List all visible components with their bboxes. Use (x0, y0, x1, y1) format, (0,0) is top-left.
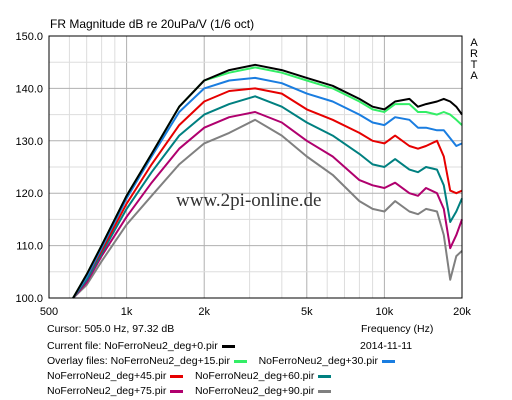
current-file-label: Current file: (47, 340, 102, 352)
date: 2014-11-11 (360, 340, 413, 352)
legend-swatch-75 (170, 389, 184, 393)
x-tick-label: 1k (121, 306, 133, 318)
overlay-label: Overlay files: (47, 355, 108, 367)
overlay-row-2: NoFerroNeu2_deg+45.pir NoFerroNeu2_deg+6… (47, 370, 332, 382)
legend-swatch-0 (221, 344, 235, 348)
series-line-3 (72, 87, 463, 299)
legend-entry-30: NoFerroNeu2_deg+30.pir (258, 355, 378, 367)
y-tick-label: 140.0 (15, 83, 43, 95)
x-tick-label: 20k (453, 306, 471, 318)
legend-swatch-90 (318, 389, 332, 393)
legend-swatch-30 (381, 359, 395, 363)
legend-swatch-45 (170, 374, 184, 378)
series-line-0 (72, 63, 463, 299)
watermark: www.2pi-online.de (176, 190, 322, 211)
legend-entry-90: NoFerroNeu2_deg+90.pir (194, 385, 315, 397)
cursor-readout: Cursor: 505.0 Hz, 97.32 dB (47, 323, 174, 335)
plot-border (48, 35, 463, 299)
chart-title: FR Magnitude dB re 20uPa/V (1/6 oct) (50, 17, 255, 31)
y-tick-label: 110.0 (16, 241, 43, 253)
y-tick-labels: 150.0 140.0 130.0 120.0 110.0 100.0 (15, 31, 43, 305)
overlay-row-3: NoFerroNeu2_deg+75.pir NoFerroNeu2_deg+9… (47, 385, 332, 397)
brand-letter: A (470, 37, 478, 49)
brand-letter: T (470, 59, 478, 71)
cursor-label: Cursor: (47, 323, 82, 335)
y-tick-label: 120.0 (15, 188, 43, 200)
x-axis-label: Frequency (Hz) (361, 323, 434, 335)
legend-entry-15: NoFerroNeu2_deg+15.pir (110, 355, 230, 367)
x-tick-label: 500 (40, 306, 58, 318)
legend-swatch-15 (233, 359, 247, 363)
overlay-row-1: Overlay files: NoFerroNeu2_deg+15.pir No… (47, 355, 395, 367)
legend-swatch-60 (318, 374, 332, 378)
legend-entry-45: NoFerroNeu2_deg+45.pir (47, 370, 167, 382)
series-line-2 (72, 76, 463, 299)
legend-entry-75: NoFerroNeu2_deg+75.pir (47, 385, 167, 397)
y-tick-label: 100.0 (15, 293, 43, 305)
arta-brand: A R T A (469, 38, 479, 82)
legend-entry-60: NoFerroNeu2_deg+60.pir (194, 370, 315, 382)
cursor-value: 505.0 Hz, 97.32 dB (84, 323, 175, 335)
series-layer (72, 63, 463, 299)
series-line-5 (72, 111, 463, 299)
brand-letter: A (470, 70, 478, 82)
series-line-4 (72, 95, 463, 299)
series-line-6 (72, 118, 463, 299)
x-tick-label: 10k (376, 306, 394, 318)
x-tick-label: 5k (301, 306, 313, 318)
y-tick-label: 130.0 (15, 136, 43, 148)
current-file-name: NoFerroNeu2_deg+0.pir (104, 340, 218, 352)
x-tick-label: 2k (198, 306, 210, 318)
y-tick-label: 150.0 (15, 31, 43, 43)
x-tick-labels: 500 1k 2k 5k 10k 20k (40, 306, 472, 318)
brand-letter: R (470, 48, 478, 60)
current-file-row: Current file: NoFerroNeu2_deg+0.pir (47, 340, 235, 352)
